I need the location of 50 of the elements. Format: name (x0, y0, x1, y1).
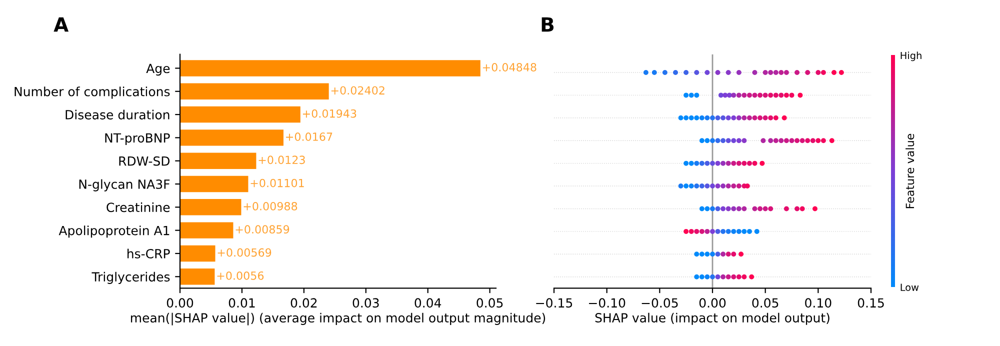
color-bar-label: Low (900, 284, 919, 292)
y-tick-label: Number of complications (14, 86, 170, 99)
x-tick-label: −0.10 (589, 298, 626, 308)
bar (180, 222, 234, 238)
chart-title: A (54, 17, 69, 32)
bar (180, 245, 216, 262)
data-label: +0.0056 (217, 271, 264, 280)
x-tick-label: 0.15 (858, 298, 884, 308)
x-axis-title: mean(|SHAP value|) (average impact on model output magnitude) (130, 312, 546, 326)
x-tick-label: 0.00 (166, 298, 194, 308)
bar (180, 83, 329, 100)
data-label: +0.04848 (482, 63, 536, 72)
x-tick-label: 0.10 (805, 298, 832, 308)
x-axis-title: SHAP value (impact on model output) (595, 312, 830, 325)
y-tick-label: Age (146, 64, 170, 76)
data-label: +0.0167 (286, 132, 332, 141)
data-label: +0.01101 (250, 178, 304, 188)
color-bar-label: High (900, 52, 922, 62)
y-tick-label: hs-CRP (128, 248, 170, 258)
data-label: +0.00988 (244, 202, 298, 210)
bar (180, 130, 284, 146)
y-tick-label: RDW-SD (119, 156, 170, 166)
bar (180, 152, 256, 169)
data-label: +0.0123 (258, 156, 305, 164)
y-tick-label: N-glycan NA3F (79, 179, 170, 192)
x-tick-label: 0.05 (476, 298, 503, 308)
data-label: +0.00569 (218, 248, 272, 257)
bar (180, 60, 480, 76)
bar (180, 268, 215, 285)
color-bar-title: Feature value (906, 134, 914, 208)
y-tick-label: NT-proBNP (105, 133, 170, 146)
data-label: +0.01943 (302, 109, 356, 118)
bar (180, 106, 300, 123)
bar (180, 199, 242, 216)
x-tick-label: 0.01 (228, 298, 255, 308)
x-tick-label: 0.02 (290, 298, 317, 308)
data-label: +0.02402 (331, 86, 384, 95)
y-tick-label: Triglycerides (92, 272, 170, 284)
bar (180, 176, 248, 192)
y-tick-label: Disease duration (66, 110, 170, 120)
y-tick-label: Apolipoprotein A1 (58, 226, 170, 238)
x-tick-label: −0.15 (536, 298, 572, 308)
x-tick-label: 0.05 (752, 298, 778, 308)
data-label: +0.00859 (236, 225, 290, 234)
x-tick-label: −0.05 (642, 298, 678, 308)
x-tick-label: 0.04 (414, 298, 442, 308)
y-tick-label: Creatinine (106, 202, 170, 212)
x-tick-label: 0.03 (352, 298, 379, 308)
x-tick-label: 0.00 (699, 298, 726, 308)
chart-title: B (542, 17, 554, 32)
